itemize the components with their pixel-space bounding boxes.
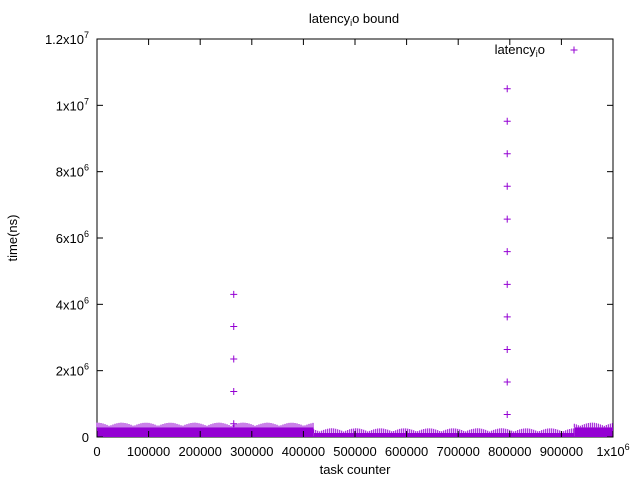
y-tick-label-exponent: 6	[84, 295, 89, 305]
data-point	[230, 323, 238, 331]
x-tick-label-base: 800000	[488, 444, 531, 459]
x-tick-label-exponent: 6	[625, 442, 630, 452]
y-tick-label-exponent: 6	[84, 362, 89, 372]
y-tick-label-exponent: 6	[84, 229, 89, 239]
chart-title-base: latency	[309, 11, 351, 26]
data-point	[503, 410, 511, 418]
legend-label: latencyio	[495, 42, 545, 59]
chart-title-tail: o bound	[352, 11, 399, 26]
data-point	[503, 280, 511, 288]
y-tick-label: 1x107	[56, 96, 89, 113]
data-band	[313, 433, 575, 437]
data-band	[97, 427, 314, 437]
data-point	[503, 378, 511, 386]
data-point	[230, 290, 238, 298]
chart-title: latencyio bound	[309, 11, 399, 28]
y-tick-label: 1.2x107	[45, 30, 89, 47]
x-tick-label: 1x106	[596, 442, 629, 459]
y-tick-label-base: 6x10	[56, 231, 84, 246]
y-tick-label: 0	[82, 430, 89, 445]
y-tick-label-base: 2x10	[56, 364, 84, 379]
data-point	[503, 313, 511, 321]
x-tick-label-base: 1x10	[596, 444, 624, 459]
x-tick-label: 600000	[385, 444, 428, 459]
y-tick-label-base: 8x10	[56, 165, 84, 180]
data-point	[230, 420, 238, 428]
y-tick-label-exponent: 7	[84, 30, 89, 40]
legend-marker	[570, 46, 578, 54]
x-axis-label: task counter	[320, 462, 391, 477]
x-tick-label-base: 600000	[385, 444, 428, 459]
x-tick-label: 300000	[230, 444, 273, 459]
x-tick-label-base: 200000	[179, 444, 222, 459]
x-tick-label-base: 700000	[437, 444, 480, 459]
data-point	[503, 117, 511, 125]
y-tick-label-base: 0	[82, 430, 89, 445]
data-point	[230, 355, 238, 363]
y-tick-label: 6x106	[56, 229, 89, 246]
y-tick-label-exponent: 7	[84, 96, 89, 106]
data-band-edge	[573, 422, 613, 428]
x-tick-label: 500000	[333, 444, 376, 459]
x-tick-label-base: 300000	[230, 444, 273, 459]
x-tick-label: 700000	[437, 444, 480, 459]
legend-label-sub: i	[536, 49, 538, 59]
y-tick-label: 2x106	[56, 362, 89, 379]
x-tick-label: 800000	[488, 444, 531, 459]
x-tick-label: 400000	[282, 444, 325, 459]
y-tick-label-exponent: 6	[84, 163, 89, 173]
legend-marker-symbol	[570, 46, 578, 54]
x-tick-label-base: 500000	[333, 444, 376, 459]
y-tick-label-base: 1.2x10	[45, 32, 84, 47]
y-tick-label: 4x106	[56, 295, 89, 312]
x-tick-label: 900000	[540, 444, 583, 459]
y-tick-label: 8x106	[56, 163, 89, 180]
x-tick-label-base: 100000	[127, 444, 170, 459]
chart-title-sub: i	[350, 18, 352, 28]
y-tick-label-base: 1x10	[56, 98, 84, 113]
data-point	[503, 182, 511, 190]
x-axis: 0 100000 200000 300000 400000 500000 600000 700…	[93, 39, 630, 459]
legend-label-base: latency	[495, 42, 537, 57]
x-tick-label: 0	[93, 444, 100, 459]
data-point	[503, 248, 511, 256]
legend-label-tail: o	[538, 42, 545, 57]
data-point	[230, 388, 238, 396]
x-tick-label-base: 900000	[540, 444, 583, 459]
data-layer	[96, 85, 613, 437]
x-tick-label: 200000	[179, 444, 222, 459]
data-point	[503, 345, 511, 353]
y-tick-label-base: 4x10	[56, 297, 84, 312]
legend: latencyio	[495, 42, 578, 59]
data-point	[503, 215, 511, 223]
data-band-edge	[313, 428, 575, 434]
data-point	[503, 85, 511, 93]
x-tick-label-base: 0	[93, 444, 100, 459]
data-band	[574, 427, 613, 437]
x-tick-label-base: 400000	[282, 444, 325, 459]
x-tick-label: 100000	[127, 444, 170, 459]
y-axis-label: time(ns)	[5, 215, 20, 262]
data-band-edge	[96, 422, 314, 428]
data-point	[503, 150, 511, 158]
